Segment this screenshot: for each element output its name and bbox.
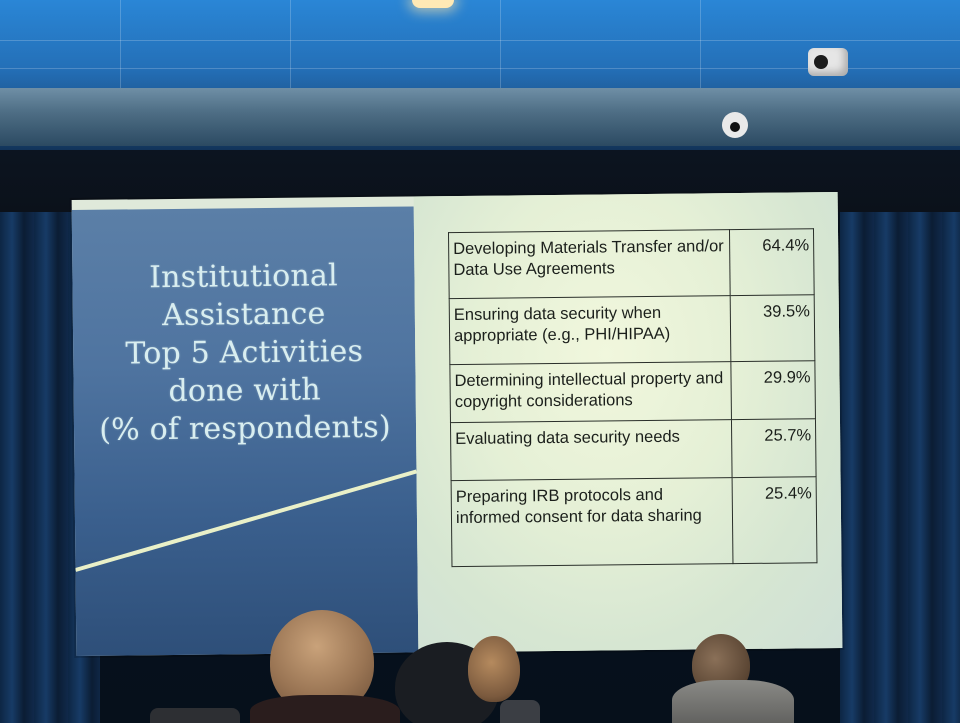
table-row: Evaluating data security needs 25.7%: [450, 418, 817, 481]
slide-title-line: Assistance: [162, 296, 326, 334]
slide-title: Institutional Assistance Top 5 Activitie…: [72, 256, 416, 450]
audience-member-head: [468, 636, 520, 702]
projector: [808, 48, 848, 76]
ceiling: [0, 0, 960, 150]
percent-cell: 29.9%: [730, 360, 816, 420]
seat-backs: [500, 700, 540, 723]
right-curtain: [840, 150, 960, 723]
percent-cell: 64.4%: [729, 228, 815, 296]
activity-cell: Evaluating data security needs: [450, 419, 732, 481]
percent-cell: 25.7%: [731, 418, 817, 478]
projection-screen: Institutional Assistance Top 5 Activitie…: [71, 192, 843, 656]
table-row: Preparing IRB protocols and informed con…: [451, 476, 817, 567]
table-row: Ensuring data security when appropriate …: [449, 294, 815, 365]
slide-title-panel: Institutional Assistance Top 5 Activitie…: [71, 206, 419, 656]
percent-cell: 25.4%: [731, 476, 817, 564]
slide-title-line: done with: [168, 372, 321, 410]
activity-cell: Determining intellectual property and co…: [449, 361, 732, 423]
ceiling-light: [412, 0, 454, 8]
activity-cell: Developing Materials Transfer and/or Dat…: [448, 229, 730, 299]
ceiling-soffit: [0, 88, 960, 146]
table-row: Developing Materials Transfer and/or Dat…: [448, 228, 815, 299]
table-row: Determining intellectual property and co…: [449, 360, 816, 423]
slide-title-line: Top 5 Activities: [125, 333, 364, 372]
audience-member-shoulders: [250, 695, 400, 723]
security-camera: [722, 112, 748, 138]
slide-diagonal-line: [74, 469, 418, 572]
percent-cell: 39.5%: [729, 294, 815, 362]
slide-table-panel: Developing Materials Transfer and/or Dat…: [413, 192, 843, 653]
audience-member-shoulders: [672, 680, 794, 723]
slide-title-line: (% of respondents): [99, 409, 391, 448]
seat-backs: [150, 708, 240, 723]
slide-title-line: Institutional: [148, 258, 338, 296]
activity-cell: Preparing IRB protocols and informed con…: [451, 477, 733, 567]
activity-cell: Ensuring data security when appropriate …: [449, 295, 731, 365]
activities-table: Developing Materials Transfer and/or Dat…: [448, 228, 817, 567]
